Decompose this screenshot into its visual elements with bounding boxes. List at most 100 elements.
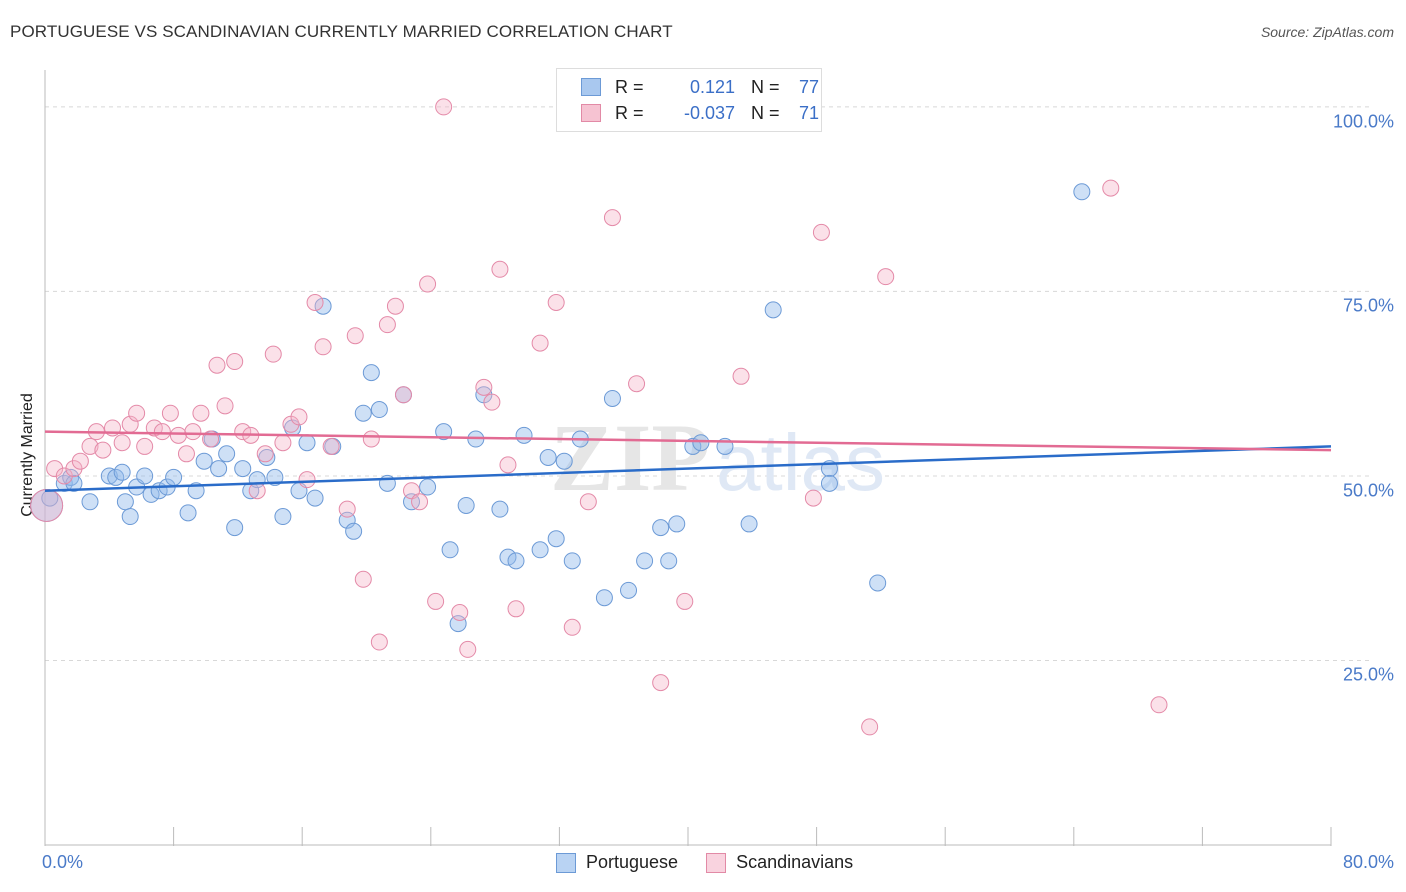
legend-label-scandinavians: Scandinavians [736, 852, 854, 872]
point-scandinavians [394, 386, 412, 404]
point-portuguese [218, 445, 236, 463]
y-tick-label: 50.0% [1342, 480, 1394, 501]
point-scandinavians [483, 393, 501, 411]
point-portuguese [362, 364, 380, 382]
point-scandinavians [113, 434, 131, 452]
point-portuguese [531, 541, 549, 559]
point-scandinavians [877, 268, 895, 286]
point-scandinavians [603, 209, 621, 227]
point-portuguese [539, 449, 557, 466]
point-portuguese [306, 489, 324, 507]
point-scandinavians [354, 570, 372, 588]
point-scandinavians [531, 334, 549, 352]
x-tick-label-max: 80.0% [1342, 852, 1394, 872]
point-portuguese [547, 530, 565, 548]
point-scandinavians [274, 434, 292, 452]
legend-swatch-pink [581, 104, 601, 122]
legend-r-label: R = [615, 102, 644, 123]
point-portuguese [165, 468, 183, 486]
axes [44, 70, 1332, 846]
point-scandinavians [314, 338, 332, 356]
point-portuguese [441, 541, 459, 559]
point-scandinavians [153, 423, 171, 441]
point-scandinavians [362, 430, 380, 448]
legend-item-portuguese[interactable]: Portuguese [556, 852, 678, 873]
point-portuguese [457, 496, 475, 514]
trend-line-portuguese [44, 445, 1332, 492]
point-scandinavians [507, 600, 525, 618]
stats-legend: R = 0.121 N = 77 R = -0.037 N = 71 [556, 68, 822, 132]
point-portuguese [113, 463, 131, 481]
point-portuguese [491, 500, 509, 518]
point-portuguese [660, 552, 678, 570]
point-scandinavians [306, 294, 324, 311]
point-scandinavians [370, 633, 388, 651]
point-scandinavians [264, 345, 282, 363]
point-scandinavians [136, 437, 154, 455]
legend-swatch-pink [706, 852, 727, 873]
point-portuguese [636, 552, 654, 570]
point-portuguese [515, 426, 533, 444]
point-scandinavians [290, 408, 308, 426]
series-legend: Portuguese Scandinavians [556, 852, 881, 873]
point-scandinavians [128, 404, 146, 422]
legend-n-value: 71 [798, 102, 819, 123]
point-portuguese [603, 389, 621, 407]
point-portuguese [869, 574, 887, 592]
point-scandinavians [30, 488, 64, 522]
point-portuguese [652, 519, 670, 537]
source-label: Source: ZipAtlas.com [1260, 24, 1394, 40]
point-scandinavians [475, 378, 493, 396]
point-scandinavians [169, 426, 187, 444]
legend-n-value: 77 [798, 76, 819, 97]
point-scandinavians [177, 445, 195, 463]
point-portuguese [345, 522, 363, 540]
legend-item-scandinavians[interactable]: Scandinavians [706, 852, 853, 873]
point-scandinavians [184, 423, 202, 441]
point-scandinavians [563, 618, 581, 636]
point-scandinavians [161, 404, 179, 422]
legend-swatch-blue [581, 78, 601, 96]
point-scandinavians [676, 592, 694, 610]
point-portuguese [354, 404, 372, 422]
point-portuguese [55, 474, 73, 492]
point-scandinavians [386, 297, 404, 315]
point-scandinavians [298, 471, 316, 489]
trend-line-scandinavians [44, 430, 1332, 452]
point-portuguese [507, 552, 525, 570]
point-scandinavians [812, 223, 830, 241]
point-portuguese [298, 434, 316, 452]
watermark: ZIP atlas [550, 404, 885, 511]
point-scandinavians [547, 294, 565, 311]
legend-swatch-blue [556, 852, 576, 873]
point-scandinavians [435, 98, 453, 116]
point-scandinavians [378, 316, 396, 334]
point-portuguese [195, 452, 213, 470]
point-scandinavians [322, 437, 340, 455]
point-scandinavians [1150, 696, 1168, 714]
point-portuguese [449, 615, 467, 633]
point-portuguese [668, 515, 686, 533]
trend-lines [44, 430, 1332, 492]
watermark-zip: ZIP [550, 404, 710, 511]
point-scandinavians [491, 260, 509, 278]
point-portuguese [226, 519, 244, 537]
point-portuguese [116, 493, 134, 511]
point-scandinavians [71, 452, 89, 470]
point-portuguese [595, 589, 613, 607]
point-scandinavians [81, 437, 99, 455]
point-portuguese [620, 581, 638, 599]
point-scandinavians [804, 489, 822, 507]
legend-label-portuguese: Portuguese [586, 852, 679, 872]
point-scandinavians [192, 404, 210, 422]
point-scandinavians [226, 353, 244, 371]
y-tick-label: 25.0% [1342, 664, 1394, 685]
point-scandinavians [628, 375, 646, 393]
legend-n-label: N = [751, 76, 780, 97]
point-scandinavians [94, 441, 112, 459]
point-scandinavians [411, 493, 429, 511]
point-scandinavians [419, 275, 437, 293]
chart-title: PORTUGUESE VS SCANDINAVIAN CURRENTLY MAR… [10, 22, 673, 41]
point-portuguese [740, 515, 758, 533]
